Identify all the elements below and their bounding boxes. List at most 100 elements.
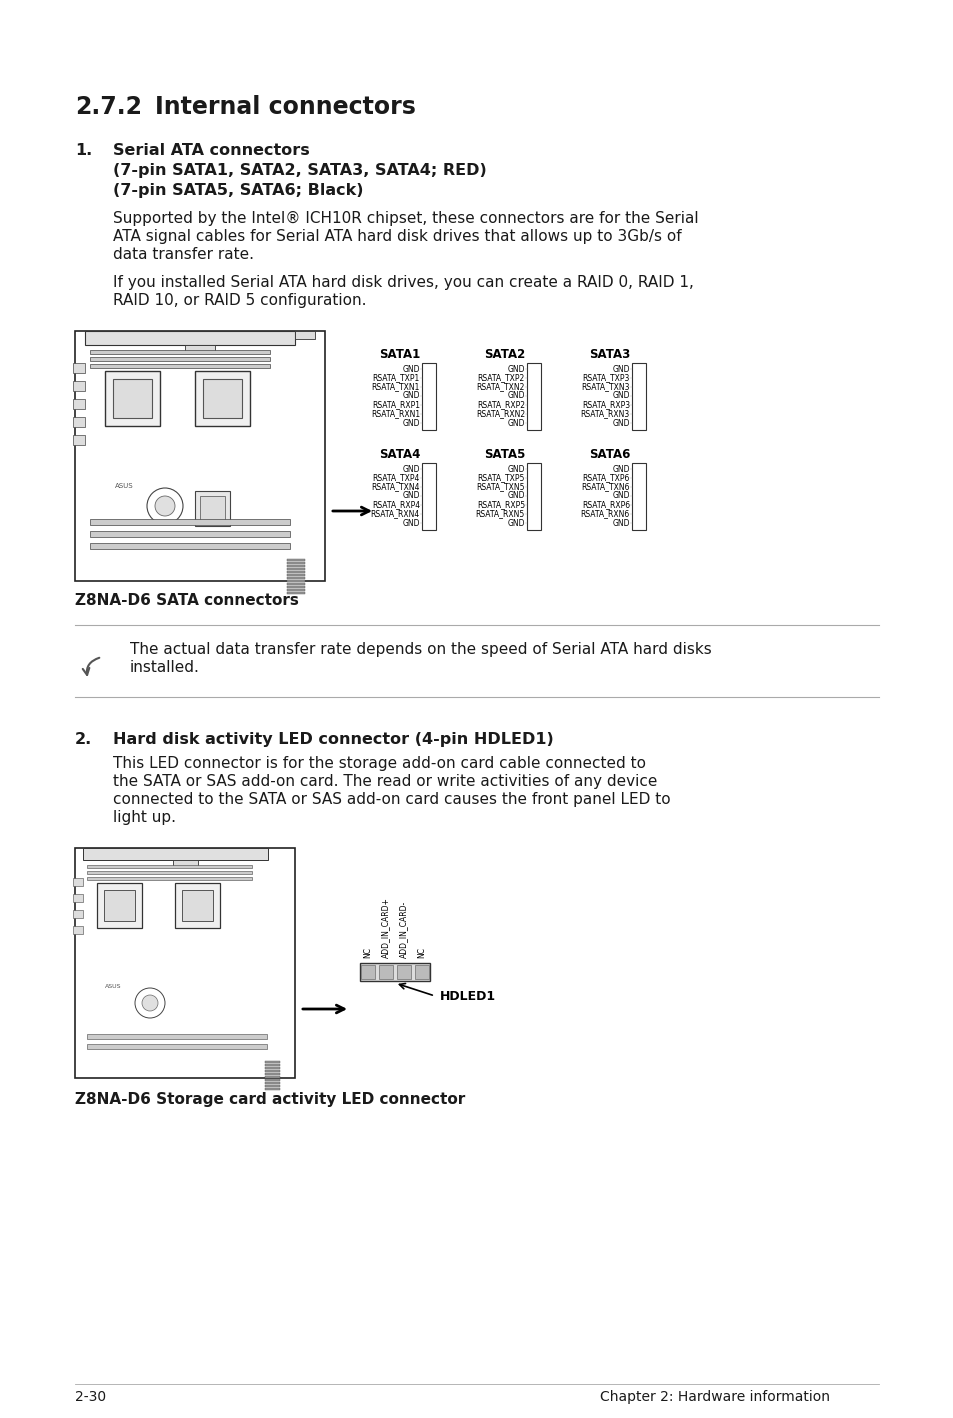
Bar xyxy=(90,543,290,549)
Bar xyxy=(631,464,645,530)
Bar xyxy=(73,363,85,373)
Text: 2.7.2: 2.7.2 xyxy=(75,95,142,119)
FancyArrowPatch shape xyxy=(83,658,99,675)
Circle shape xyxy=(135,988,165,1018)
Text: GND: GND xyxy=(402,492,419,501)
Bar xyxy=(87,871,252,873)
Bar xyxy=(90,350,270,354)
Bar xyxy=(104,891,135,922)
Text: Supported by the Intel® ICH10R chipset, these connectors are for the Serial: Supported by the Intel® ICH10R chipset, … xyxy=(112,211,698,225)
Text: RSATA_TXN6: RSATA_TXN6 xyxy=(581,482,629,492)
Circle shape xyxy=(154,496,174,516)
Bar xyxy=(73,926,83,934)
Text: SATA5: SATA5 xyxy=(484,448,525,461)
Bar xyxy=(83,848,268,859)
Bar xyxy=(287,562,305,564)
Bar xyxy=(265,1066,280,1069)
Text: (7-pin SATA5, SATA6; Black): (7-pin SATA5, SATA6; Black) xyxy=(112,183,363,199)
Bar xyxy=(294,330,314,339)
Text: GND: GND xyxy=(507,391,524,400)
Bar xyxy=(73,435,85,445)
Text: GND: GND xyxy=(402,364,419,373)
Text: GND: GND xyxy=(507,492,524,501)
Bar xyxy=(73,381,85,391)
Text: GND: GND xyxy=(612,492,629,501)
Bar xyxy=(112,379,152,418)
Text: RSATA_RXN3: RSATA_RXN3 xyxy=(580,410,629,418)
Bar xyxy=(97,883,142,927)
Text: ASUS: ASUS xyxy=(115,484,133,489)
Text: ADD_IN_CARD-: ADD_IN_CARD- xyxy=(399,900,408,959)
Bar xyxy=(360,966,375,978)
Text: (7-pin SATA1, SATA2, SATA3, SATA4; RED): (7-pin SATA1, SATA2, SATA3, SATA4; RED) xyxy=(112,163,486,179)
Bar xyxy=(287,569,305,570)
Text: 2.: 2. xyxy=(75,732,92,747)
Text: RSATA_RXP6: RSATA_RXP6 xyxy=(581,501,629,509)
Text: RSATA_TXN2: RSATA_TXN2 xyxy=(476,383,524,391)
Text: RSATA_TXP5: RSATA_TXP5 xyxy=(477,474,524,482)
Bar xyxy=(265,1082,280,1083)
Text: Z8NA-D6 Storage card activity LED connector: Z8NA-D6 Storage card activity LED connec… xyxy=(75,1092,465,1107)
Bar xyxy=(287,580,305,581)
Text: ADD_IN_CARD+: ADD_IN_CARD+ xyxy=(381,898,390,959)
Bar xyxy=(73,893,83,902)
Bar xyxy=(203,379,242,418)
Text: RSATA_RXP4: RSATA_RXP4 xyxy=(372,501,419,509)
Bar xyxy=(90,357,270,362)
Text: RSATA_TXP3: RSATA_TXP3 xyxy=(582,373,629,383)
Bar xyxy=(287,583,305,586)
Bar xyxy=(359,963,430,981)
Text: GND: GND xyxy=(402,418,419,427)
Text: GND: GND xyxy=(507,465,524,474)
Circle shape xyxy=(147,488,183,525)
Text: RSATA_TXP2: RSATA_TXP2 xyxy=(477,373,524,383)
Bar xyxy=(287,571,305,573)
Text: ASUS: ASUS xyxy=(105,984,121,988)
Bar xyxy=(265,1088,280,1090)
Bar xyxy=(526,464,540,530)
Bar xyxy=(87,876,252,881)
Bar xyxy=(287,559,305,562)
Bar xyxy=(90,530,290,537)
Text: SATA6: SATA6 xyxy=(589,448,630,461)
Text: GND: GND xyxy=(402,519,419,527)
Circle shape xyxy=(142,995,158,1011)
Bar xyxy=(87,1044,267,1049)
Bar xyxy=(172,859,198,866)
Bar xyxy=(415,966,429,978)
Bar xyxy=(90,364,270,369)
Text: RSATA_TXP6: RSATA_TXP6 xyxy=(582,474,629,482)
Text: RSATA_RXP2: RSATA_RXP2 xyxy=(476,400,524,410)
Bar xyxy=(182,891,213,922)
Text: RSATA_RXP3: RSATA_RXP3 xyxy=(581,400,629,410)
Bar xyxy=(631,363,645,430)
Bar xyxy=(73,910,83,917)
Bar xyxy=(265,1061,280,1064)
Text: GND: GND xyxy=(612,364,629,373)
Bar xyxy=(73,398,85,408)
Text: Serial ATA connectors: Serial ATA connectors xyxy=(112,143,310,157)
Bar xyxy=(87,1034,267,1039)
Text: The actual data transfer rate depends on the speed of Serial ATA hard disks: The actual data transfer rate depends on… xyxy=(130,642,711,657)
Bar xyxy=(265,1085,280,1088)
Text: RAID 10, or RAID 5 configuration.: RAID 10, or RAID 5 configuration. xyxy=(112,294,366,308)
Bar xyxy=(73,417,85,427)
Bar xyxy=(287,586,305,588)
Text: RSATA_TXN5: RSATA_TXN5 xyxy=(476,482,524,492)
Bar xyxy=(287,564,305,567)
Bar xyxy=(185,345,214,353)
Text: 1.: 1. xyxy=(75,143,92,157)
Bar xyxy=(265,1079,280,1081)
Bar xyxy=(90,519,290,525)
Text: SATA2: SATA2 xyxy=(484,347,525,362)
Bar xyxy=(396,966,411,978)
Text: RSATA_TXN1: RSATA_TXN1 xyxy=(372,383,419,391)
Bar xyxy=(265,1071,280,1072)
Bar xyxy=(287,591,305,594)
Text: light up.: light up. xyxy=(112,810,175,825)
Text: Internal connectors: Internal connectors xyxy=(154,95,416,119)
Text: RSATA_TXN4: RSATA_TXN4 xyxy=(371,482,419,492)
Text: RSATA_RXN2: RSATA_RXN2 xyxy=(476,410,524,418)
Text: RSATA_RXP1: RSATA_RXP1 xyxy=(372,400,419,410)
Text: the SATA or SAS add-on card. The read or write activities of any device: the SATA or SAS add-on card. The read or… xyxy=(112,774,657,788)
